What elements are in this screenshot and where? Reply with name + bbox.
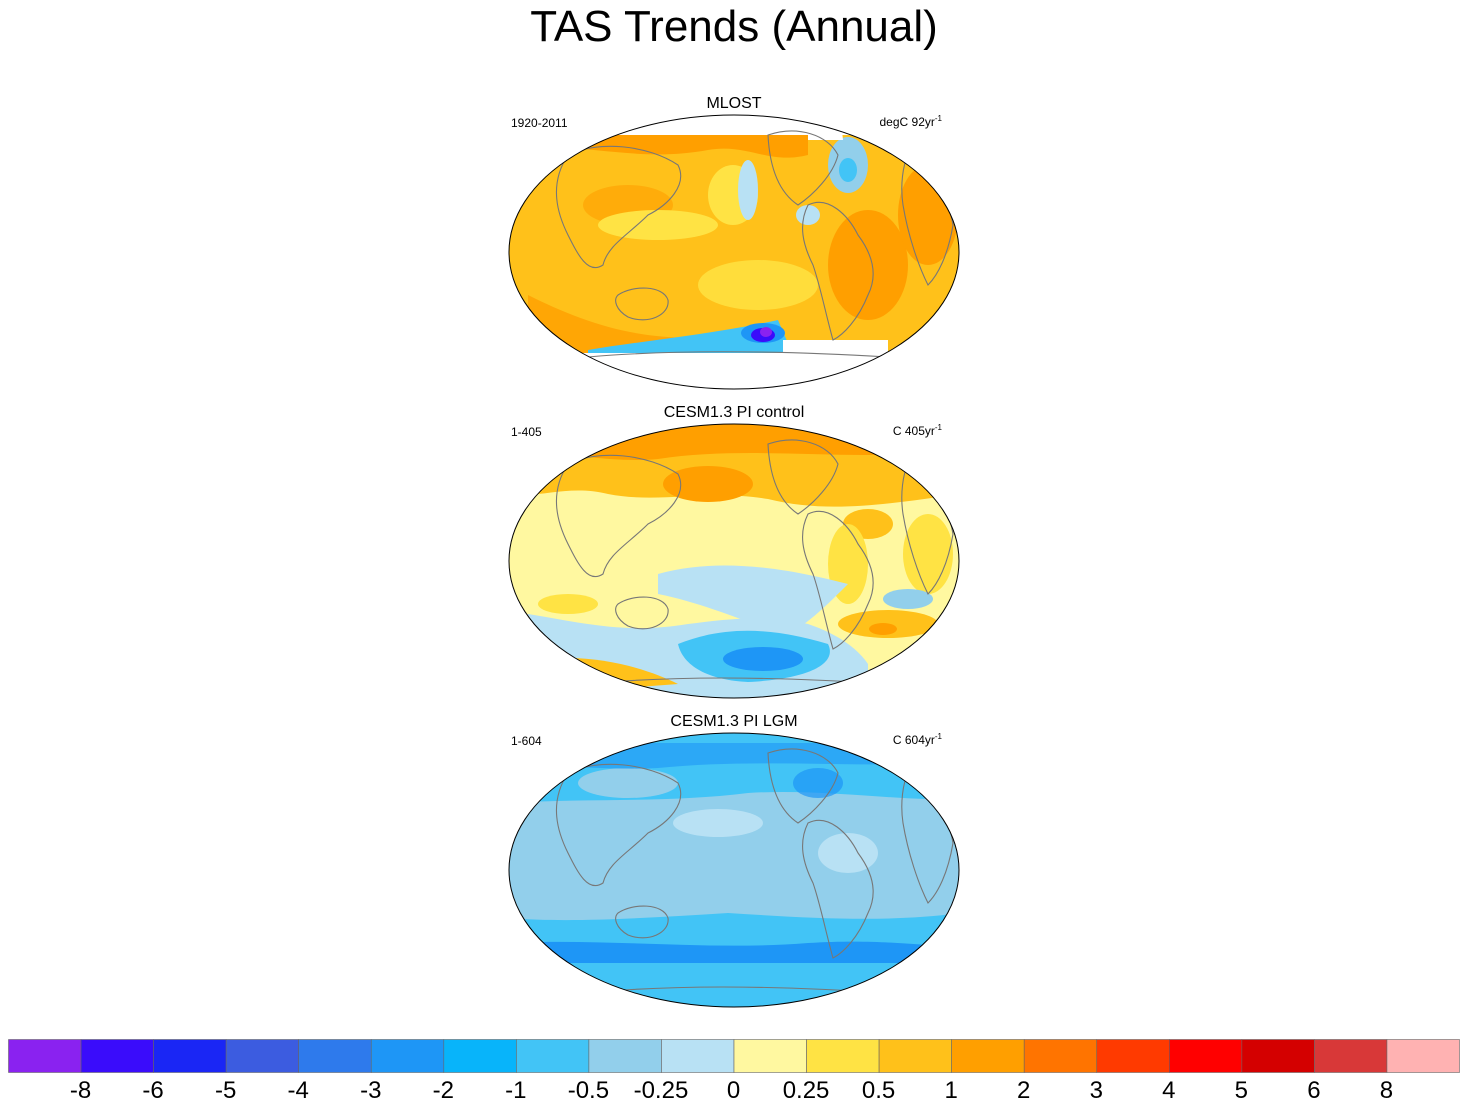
colorbar-box (80, 1039, 154, 1073)
colorbar-box (516, 1039, 590, 1073)
map-panel-mlost: MLOST 1920-2011 degC 92yr-1 (508, 95, 960, 395)
colorbar-box (1096, 1039, 1170, 1073)
colorbar-box (298, 1039, 372, 1073)
colorbar-tick-label: 8 (1379, 1077, 1394, 1104)
colorbar-tick-label: 1 (944, 1077, 958, 1104)
colorbar-tick-label: -0.25 (633, 1077, 689, 1104)
colorbar-box (1169, 1039, 1243, 1073)
colorbar-box (1023, 1039, 1098, 1073)
colorbar-box (370, 1039, 445, 1073)
colorbar-tick-label: -8 (69, 1077, 92, 1104)
colorbar-box (153, 1039, 227, 1073)
colorbar-tick-label: -6 (142, 1077, 164, 1104)
colorbar-box (1314, 1039, 1388, 1073)
colorbar-tick-label: 3 (1089, 1077, 1103, 1104)
panel-period-label: 1-604 (511, 734, 542, 748)
colorbar-tick-label: -3 (360, 1077, 382, 1104)
colorbar-tick-label: -0.5 (567, 1077, 610, 1104)
colorbar-tick-label: -2 (432, 1077, 454, 1104)
world-map-pi-control (508, 423, 960, 699)
panel-units-label: C 405yr-1 (892, 423, 942, 438)
map-panel-pi-control: CESM1.3 PI control 1-405 C 405yr-1 (508, 404, 960, 704)
colorbar-tick-label: 4 (1162, 1077, 1176, 1104)
panel-units-label: C 604yr-1 (892, 732, 942, 747)
colorbar-tick-label: 0.25 (782, 1077, 830, 1104)
colorbar-box (1241, 1039, 1315, 1073)
colorbar-box (443, 1039, 517, 1073)
colorbar-box (1386, 1039, 1460, 1073)
panel-period-label: 1-405 (511, 425, 542, 439)
colorbar-box (225, 1039, 299, 1073)
world-map-mlost (508, 114, 960, 390)
colorbar-box (878, 1039, 952, 1073)
colorbar-box (8, 1039, 82, 1073)
colorbar-tick-label: -4 (287, 1077, 309, 1104)
colorbar-tick-label: 2 (1017, 1077, 1031, 1104)
colorbar-tick-label: 0 (726, 1077, 741, 1104)
panel-units-label: degC 92yr-1 (879, 114, 943, 129)
panel-title: CESM1.3 PI control (663, 404, 805, 421)
colorbar-box (733, 1039, 807, 1073)
panel-title: CESM1.3 PI LGM (670, 713, 798, 730)
figure-title: TAS Trends (Annual) (530, 2, 938, 51)
colorbar-box (661, 1039, 735, 1073)
panel-period-label: 1920-2011 (511, 116, 568, 130)
colorbar (8, 1039, 1460, 1073)
colorbar-tick-label: -5 (214, 1077, 237, 1104)
colorbar-box (951, 1039, 1025, 1073)
colorbar-tick-label: 5 (1234, 1077, 1249, 1104)
map-panel-pi-lgm: CESM1.3 PI LGM 1-604 C 604yr-1 (508, 713, 960, 1013)
world-map-pi-lgm (508, 732, 960, 1008)
panel-title: MLOST (706, 95, 762, 112)
colorbar-box (588, 1039, 662, 1073)
colorbar-tick-label: 6 (1307, 1077, 1321, 1104)
colorbar-tick-label: 0.5 (861, 1077, 896, 1104)
colorbar-box (806, 1039, 880, 1073)
colorbar-tick-label: -1 (505, 1077, 527, 1104)
